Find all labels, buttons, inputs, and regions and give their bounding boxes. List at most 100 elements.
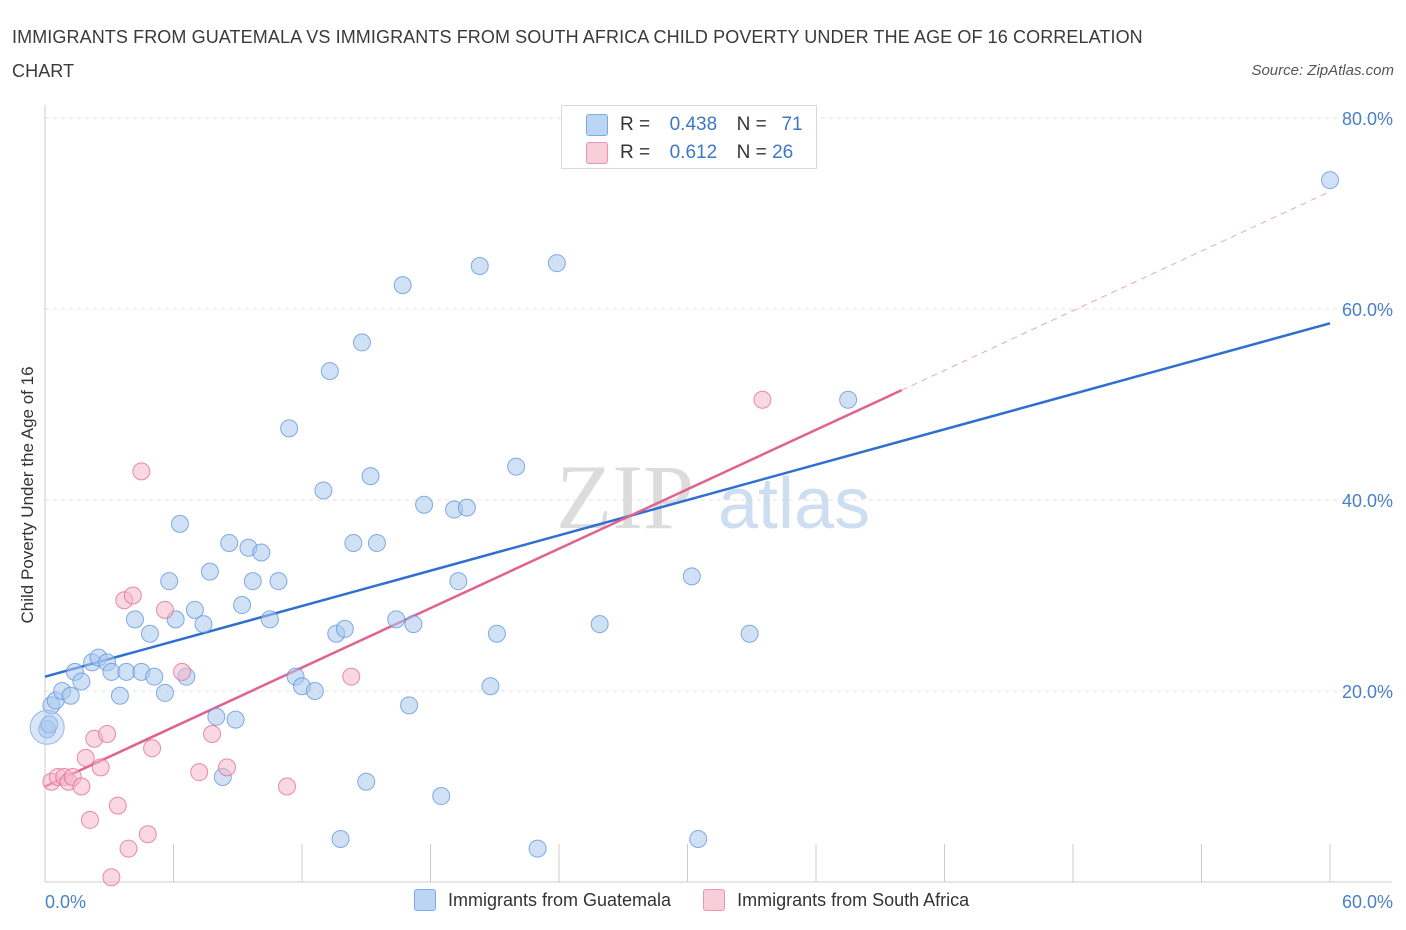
legend-swatch-south-africa <box>703 889 726 911</box>
legend-r-label: R = <box>620 114 651 135</box>
data-point <box>682 567 701 586</box>
stats-legend: R = 0.438 N = 71 R = 0.612 N = 26 <box>561 105 817 169</box>
watermark-atlas: atlas <box>718 464 870 544</box>
data-point <box>404 615 423 634</box>
data-point <box>170 514 189 533</box>
data-point <box>98 724 117 743</box>
data-point <box>280 419 299 438</box>
axes <box>44 105 1392 883</box>
data-point <box>344 533 363 552</box>
y-tick-label: 40.0% <box>1342 491 1393 511</box>
data-point <box>140 624 159 643</box>
legend-n-value: 26 <box>772 142 794 163</box>
data-point <box>155 683 174 702</box>
data-point <box>487 624 506 643</box>
data-point <box>331 830 350 849</box>
series-0-points <box>38 171 1339 858</box>
y-tick-label: 20.0% <box>1342 682 1393 702</box>
data-point <box>335 619 354 638</box>
data-point <box>91 758 110 777</box>
data-point <box>481 677 500 696</box>
legend-r-value: 0.612 <box>669 142 718 163</box>
legend-swatch-guatemala <box>414 889 436 911</box>
data-point <box>218 758 237 777</box>
data-point <box>173 662 192 681</box>
legend-n-label: N = <box>736 142 767 163</box>
data-point-cluster <box>29 709 65 745</box>
data-point <box>119 839 138 858</box>
data-point <box>143 739 162 758</box>
data-point <box>125 610 144 629</box>
data-point <box>110 686 129 705</box>
series-1-points <box>42 390 772 887</box>
data-point <box>753 390 772 409</box>
series-legend: Immigrants from Guatemala Immigrants fro… <box>414 889 1001 911</box>
legend-label-south-africa: Immigrants from South Africa <box>737 889 970 910</box>
legend-n-value: 71 <box>781 114 803 135</box>
legend-r-label: R = <box>620 142 651 163</box>
legend-swatch-guatemala <box>586 114 608 136</box>
data-point <box>76 748 95 767</box>
data-point <box>305 682 324 700</box>
y-tick-label: 60.0% <box>1342 300 1393 320</box>
trend-line-1 <box>44 389 903 788</box>
x-tick-label: 0.0% <box>45 892 86 912</box>
data-point <box>185 600 204 619</box>
data-point <box>342 667 361 686</box>
data-point <box>470 257 489 276</box>
data-point <box>200 562 219 581</box>
data-point <box>278 777 297 796</box>
data-point <box>132 462 151 481</box>
data-point <box>689 830 708 849</box>
data-point <box>80 810 99 829</box>
data-point <box>220 533 239 552</box>
data-point <box>160 572 179 591</box>
data-point <box>226 710 245 729</box>
data-point <box>40 715 59 734</box>
data-point <box>357 772 376 791</box>
data-point <box>155 600 174 619</box>
legend-row-south-africa: R = 0.612 N = 26 <box>586 141 812 165</box>
data-point <box>449 572 468 591</box>
data-point <box>252 543 271 562</box>
data-point <box>367 533 386 552</box>
x-tick-label: 60.0% <box>1342 892 1393 912</box>
data-point <box>102 868 121 887</box>
data-point <box>102 662 121 681</box>
data-point <box>400 696 419 715</box>
data-point <box>1321 171 1339 190</box>
chart-title: IMMIGRANTS FROM GUATEMALA VS IMMIGRANTS … <box>12 27 1143 81</box>
data-point <box>269 572 288 591</box>
trend-extension <box>901 191 1331 391</box>
data-point <box>547 254 566 273</box>
data-point <box>507 457 526 476</box>
data-points <box>29 171 1339 887</box>
data-point <box>72 672 91 691</box>
data-point <box>145 667 164 686</box>
legend-label-guatemala: Immigrants from Guatemala <box>448 889 672 910</box>
data-point <box>233 596 252 615</box>
data-point <box>243 572 262 591</box>
data-point <box>190 763 209 782</box>
data-point <box>361 467 380 486</box>
data-point <box>415 495 434 514</box>
data-point <box>260 610 279 629</box>
legend-item-south-africa: Immigrants from South Africa <box>703 889 969 911</box>
data-point <box>432 787 451 806</box>
data-point <box>839 390 858 409</box>
legend-row-guatemala: R = 0.438 N = 71 <box>586 113 812 137</box>
legend-r-value: 0.438 <box>669 114 718 135</box>
tick-labels: 20.0% 40.0% 60.0% 80.0% 0.0% 60.0% <box>45 109 1393 912</box>
data-point <box>393 276 412 295</box>
data-point <box>61 686 80 705</box>
data-point <box>123 586 142 605</box>
data-point <box>590 615 609 634</box>
data-point <box>138 825 157 844</box>
data-point <box>72 777 91 796</box>
data-point <box>387 610 406 629</box>
data-point <box>314 481 333 500</box>
legend-item-guatemala: Immigrants from Guatemala <box>414 889 671 911</box>
data-point <box>740 624 759 643</box>
legend-n-label: N = <box>736 114 767 135</box>
